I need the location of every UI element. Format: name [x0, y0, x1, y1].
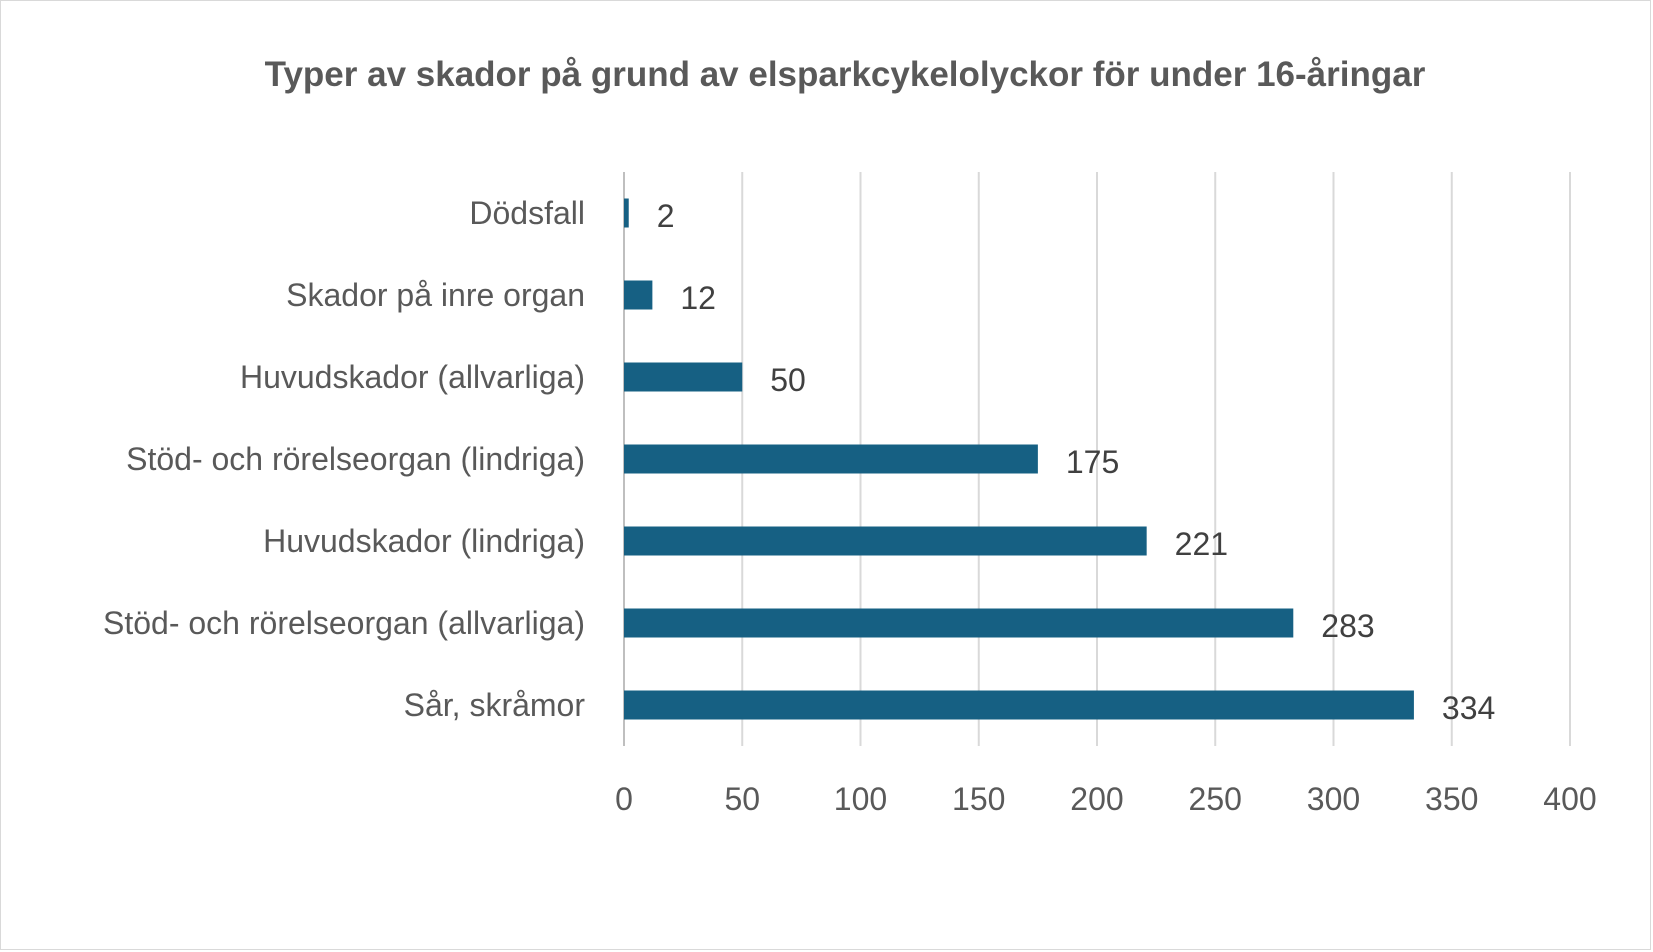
x-tick-label: 100 [834, 781, 887, 817]
category-label: Huvudskador (lindriga) [263, 523, 585, 559]
category-label: Stöd- och rörelseorgan (lindriga) [126, 441, 585, 477]
bar [624, 362, 743, 392]
data-label: 50 [770, 362, 806, 398]
category-label: Huvudskador (allvarliga) [240, 359, 585, 395]
bar [624, 608, 1294, 638]
category-label: Sår, skråmor [404, 687, 586, 723]
category-label: Skador på inre organ [286, 277, 585, 313]
x-tick-label: 350 [1425, 781, 1478, 817]
x-tick-label: 50 [724, 781, 760, 817]
data-label: 2 [657, 198, 675, 234]
bar [624, 526, 1147, 556]
data-label: 283 [1321, 608, 1374, 644]
chart-title: Typer av skador på grund av elsparkcykel… [265, 55, 1426, 94]
bar [624, 690, 1414, 720]
bar [624, 444, 1038, 474]
x-tick-label: 0 [615, 781, 633, 817]
data-label: 221 [1175, 526, 1228, 562]
data-label: 334 [1442, 690, 1495, 726]
bar [624, 280, 653, 310]
category-label: Stöd- och rörelseorgan (allvarliga) [103, 605, 585, 641]
data-label: 12 [680, 280, 716, 316]
x-tick-label: 300 [1307, 781, 1360, 817]
bar [624, 198, 629, 228]
x-tick-label: 200 [1070, 781, 1123, 817]
data-label: 175 [1066, 444, 1119, 480]
x-tick-label: 150 [952, 781, 1005, 817]
category-label: Dödsfall [469, 195, 585, 231]
x-tick-label: 400 [1543, 781, 1596, 817]
x-tick-label: 250 [1189, 781, 1242, 817]
